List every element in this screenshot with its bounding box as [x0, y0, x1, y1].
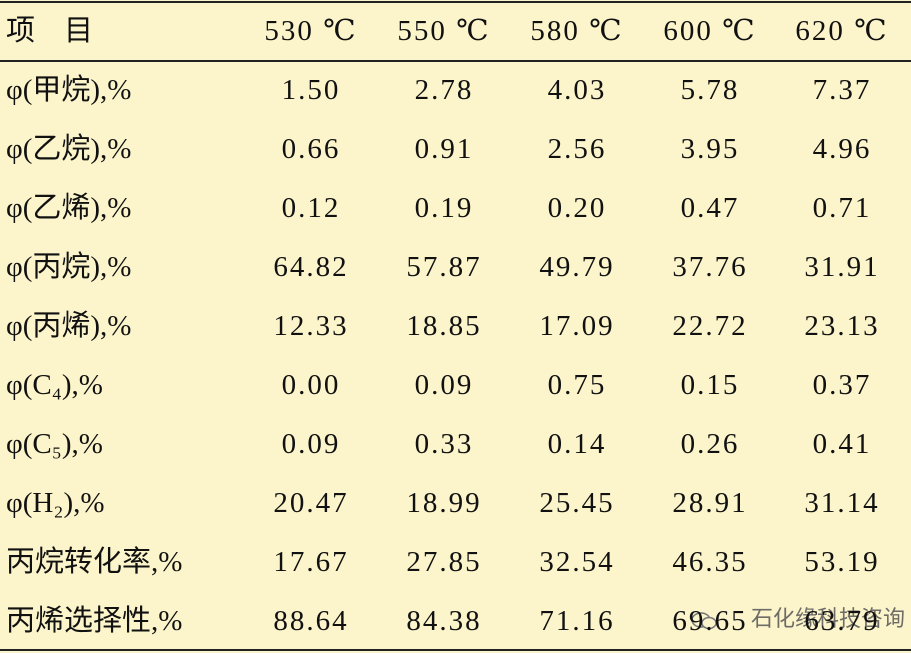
table-cell: 0.09 — [281, 428, 341, 460]
table-cell: 84.38 — [406, 605, 482, 637]
top-rule — [0, 1, 911, 3]
table-cell: 31.91 — [804, 251, 880, 283]
table-cell: 53.19 — [804, 546, 880, 578]
table-cell: 1.50 — [281, 74, 341, 106]
table-cell: 31.14 — [804, 487, 880, 519]
table-cell: 0.33 — [414, 428, 474, 460]
table-cell: 0.75 — [547, 369, 607, 401]
table-cell: 28.91 — [672, 487, 748, 519]
row-label: 丙烷转化率,% — [6, 546, 183, 578]
table-cell: 32.54 — [539, 546, 615, 578]
table-cell: 4.03 — [547, 74, 607, 106]
row-label: φ(丙烯),% — [6, 310, 132, 342]
table-cell: 2.78 — [414, 74, 474, 106]
table-cell: 18.99 — [406, 487, 482, 519]
header-cell: 580 ℃ — [530, 15, 624, 47]
watermark: 石化缘科技咨询 — [750, 607, 905, 632]
header-cell: 600 ℃ — [663, 15, 757, 47]
table-cell: 27.85 — [406, 546, 482, 578]
table-cell: 57.87 — [406, 251, 482, 283]
table-cell: 88.64 — [273, 605, 349, 637]
row-label: φ(C₄),% — [6, 369, 103, 401]
table-cell: 17.67 — [273, 546, 349, 578]
table-cell: 0.66 — [281, 133, 341, 165]
row-label: φ(甲烷),% — [6, 74, 132, 106]
table-cell: 0.37 — [812, 369, 872, 401]
table-cell: 4.96 — [812, 133, 872, 165]
header-rule — [0, 60, 911, 62]
table-cell: 49.79 — [539, 251, 615, 283]
table-cell: 23.13 — [804, 310, 880, 342]
table-cell: 71.16 — [539, 605, 615, 637]
table-cell: 69.65 — [672, 605, 748, 637]
header-cell: 530 ℃ — [264, 15, 358, 47]
table-cell: 0.00 — [281, 369, 341, 401]
table-cell: 63.79 — [804, 605, 880, 637]
table-cell: 12.33 — [273, 310, 349, 342]
table-cell: 17.09 — [539, 310, 615, 342]
table-cell: 0.91 — [414, 133, 474, 165]
table-cell: 0.15 — [680, 369, 740, 401]
table-cell: 7.37 — [812, 74, 872, 106]
table-cell: 0.26 — [680, 428, 740, 460]
header-cell: 项 目 — [6, 15, 94, 47]
table-cell: 0.71 — [812, 192, 872, 224]
table-cell: 2.56 — [547, 133, 607, 165]
row-label: φ(H₂),% — [6, 487, 105, 519]
table-cell: 0.12 — [281, 192, 341, 224]
row-label: φ(丙烷),% — [6, 251, 132, 283]
table-cell: 5.78 — [680, 74, 740, 106]
table-cell: 0.09 — [414, 369, 474, 401]
row-label: 丙烯选择性,% — [6, 605, 183, 637]
row-label: φ(乙烯),% — [6, 192, 132, 224]
header-cell: 550 ℃ — [397, 15, 491, 47]
table-cell: 22.72 — [672, 310, 748, 342]
row-label: φ(乙烷),% — [6, 133, 132, 165]
table-cell: 0.47 — [680, 192, 740, 224]
table-cell: 46.35 — [672, 546, 748, 578]
table-cell: 64.82 — [273, 251, 349, 283]
table-cell: 0.14 — [547, 428, 607, 460]
table-cell: 0.19 — [414, 192, 474, 224]
table-cell: 37.76 — [672, 251, 748, 283]
watermark-icon — [691, 612, 717, 630]
table-cell: 20.47 — [273, 487, 349, 519]
bottom-rule — [0, 649, 911, 651]
table-cell: 3.95 — [680, 133, 740, 165]
header-cell: 620 ℃ — [795, 15, 889, 47]
table-cell: 0.20 — [547, 192, 607, 224]
table-cell: 18.85 — [406, 310, 482, 342]
row-label: φ(C₅),% — [6, 428, 103, 460]
table-cell: 0.41 — [812, 428, 872, 460]
table-cell: 25.45 — [539, 487, 615, 519]
